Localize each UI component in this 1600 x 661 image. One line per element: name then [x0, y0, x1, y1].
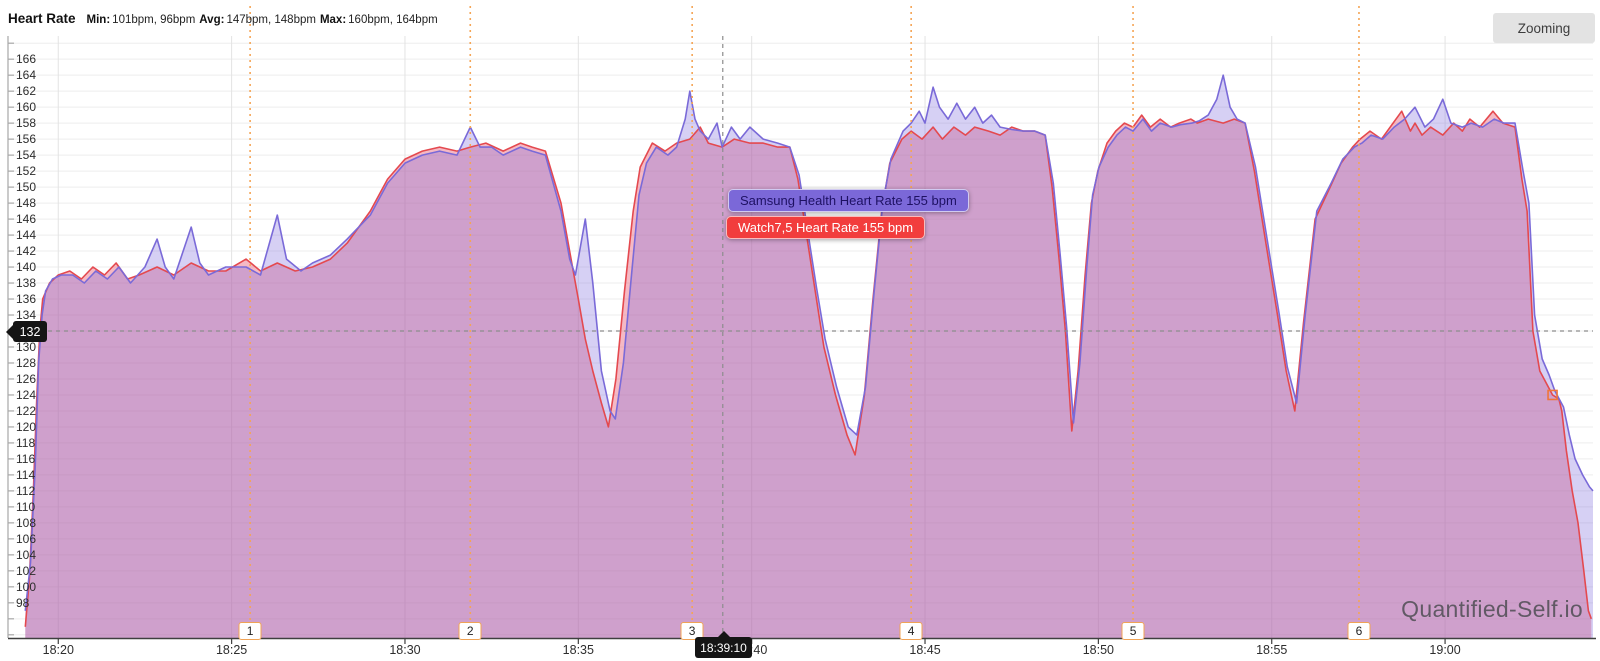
- y-axis-label: 142: [16, 244, 37, 259]
- y-axis-label: 148: [16, 196, 37, 211]
- x-axis-label: 18:20: [42, 643, 74, 657]
- y-axis-label: 112: [16, 483, 36, 498]
- y-axis-label: 104: [16, 547, 37, 562]
- series-area-watch: [25, 111, 1592, 638]
- y-axis-label: 108: [16, 515, 37, 530]
- y-axis-label: 136: [16, 292, 37, 307]
- y-axis-label: 128: [16, 355, 37, 370]
- y-axis-label: 124: [16, 387, 37, 402]
- y-axis-label: 116: [16, 451, 36, 466]
- y-axis-label: 156: [16, 132, 37, 147]
- y-axis-label: 138: [16, 276, 37, 291]
- stat-label: Max:: [319, 14, 347, 26]
- y-axis-pointer-badge: 132: [6, 321, 47, 342]
- x-axis-label: 18:45: [909, 643, 941, 657]
- end-square-marker: [1547, 389, 1558, 401]
- y-axis-label: 114: [16, 467, 36, 482]
- zooming-toggle-button[interactable]: Zooming: [1493, 13, 1595, 43]
- interval-marker-badge: 1: [238, 622, 262, 640]
- stat-value: 147bpm, 148bpm: [226, 14, 316, 26]
- y-axis-label: 110: [16, 499, 36, 514]
- y-axis-label: 100: [16, 579, 37, 594]
- summary-stats: Min: 101bpm, 96bpm Avg: 147bpm, 148bpm Max: 1…: [83, 10, 438, 28]
- x-axis-label: 18:55: [1256, 643, 1288, 657]
- chart-header: Heart Rate Min: 101bpm, 96bpm Avg: 147bpm, …: [8, 10, 438, 28]
- y-axis-label: 146: [16, 212, 37, 227]
- y-axis-label: 120: [16, 419, 37, 434]
- y-axis-label: 160: [16, 100, 37, 115]
- y-axis-label: 98: [16, 595, 30, 610]
- x-axis-label: 18:50: [1082, 643, 1114, 657]
- series-line-watch: [24, 110, 1593, 627]
- y-axis-label: 126: [16, 371, 37, 386]
- y-axis-label: 152: [16, 164, 37, 179]
- stat-label: Min:: [86, 14, 111, 26]
- y-axis-label: 158: [16, 116, 37, 131]
- x-axis-label: 18:30: [389, 643, 421, 657]
- stat-label: Avg:: [199, 14, 225, 26]
- y-axis-label: 118: [16, 435, 36, 450]
- y-axis-label: 134: [16, 308, 37, 322]
- y-axis-label: 166: [16, 52, 37, 67]
- interval-marker-badge: 5: [1121, 622, 1145, 640]
- interval-marker-badge: 3: [680, 622, 704, 640]
- y-axis-label: 144: [16, 228, 37, 243]
- y-axis-label: 130: [16, 339, 37, 354]
- stat-value: 160bpm, 164bpm: [348, 14, 438, 26]
- y-axis-label: 122: [16, 403, 37, 418]
- y-axis-label: 162: [16, 84, 37, 99]
- stat-value: 101bpm, 96bpm: [112, 14, 196, 26]
- interval-marker-badge: 2: [458, 622, 482, 640]
- x-axis-label: 18:35: [562, 643, 594, 657]
- y-axis-label: 106: [16, 531, 37, 546]
- tooltip-samsung-health: Samsung Health Heart Rate 155 bpm: [728, 189, 969, 212]
- page-title: Heart Rate: [8, 11, 76, 26]
- series-area-samsung: [25, 75, 1593, 638]
- y-axis-label: 102: [16, 563, 37, 578]
- y-axis-label: 140: [16, 260, 37, 275]
- y-axis-label: 154: [16, 148, 37, 163]
- watermark-quantified-self: Quantified-Self.io: [1401, 596, 1583, 622]
- x-axis-pointer-badge: 18:39:10: [695, 631, 752, 658]
- tooltip-watch75: Watch7,5 Heart Rate 155 bpm: [726, 216, 926, 239]
- x-axis-label: 18:25: [215, 643, 248, 657]
- interval-marker-badge: 4: [899, 622, 923, 640]
- x-axis-label: 19:00: [1429, 643, 1461, 657]
- interval-marker-badge: 6: [1347, 622, 1371, 640]
- y-axis-label: 150: [16, 180, 37, 195]
- y-axis-label: 164: [16, 68, 37, 83]
- series-line-samsung: [24, 74, 1594, 611]
